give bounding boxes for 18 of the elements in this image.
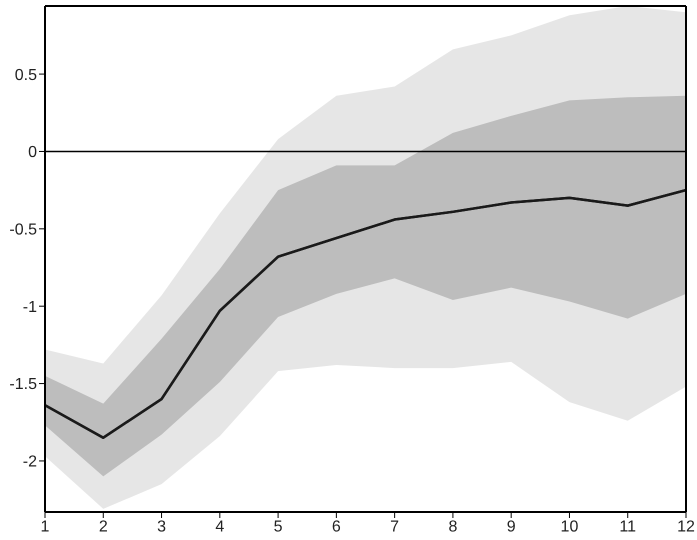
x-tick-label: 10 (560, 518, 578, 536)
y-tick-label: -0.5 (9, 222, 38, 239)
x-tick-label: 9 (506, 518, 516, 536)
x-tick-label: 2 (98, 518, 108, 536)
x-tick-label: 6 (332, 518, 341, 536)
x-tick-label: 3 (157, 518, 166, 536)
y-tick-label: 0 (28, 144, 38, 162)
x-tick-label: 11 (619, 518, 636, 536)
x-tick-label: 12 (677, 518, 695, 536)
y-tick-label: -1 (22, 298, 38, 316)
x-tick-label: 7 (390, 518, 400, 536)
y-tick-label: -2 (22, 454, 38, 471)
x-tick-label: 1 (40, 518, 50, 536)
x-tick-label: 5 (274, 518, 283, 536)
y-tick-label: 0.5 (14, 66, 38, 84)
y-tick-label: -1.5 (9, 376, 38, 394)
x-tick-label: 4 (215, 518, 224, 536)
x-tick-label: 8 (448, 518, 458, 536)
